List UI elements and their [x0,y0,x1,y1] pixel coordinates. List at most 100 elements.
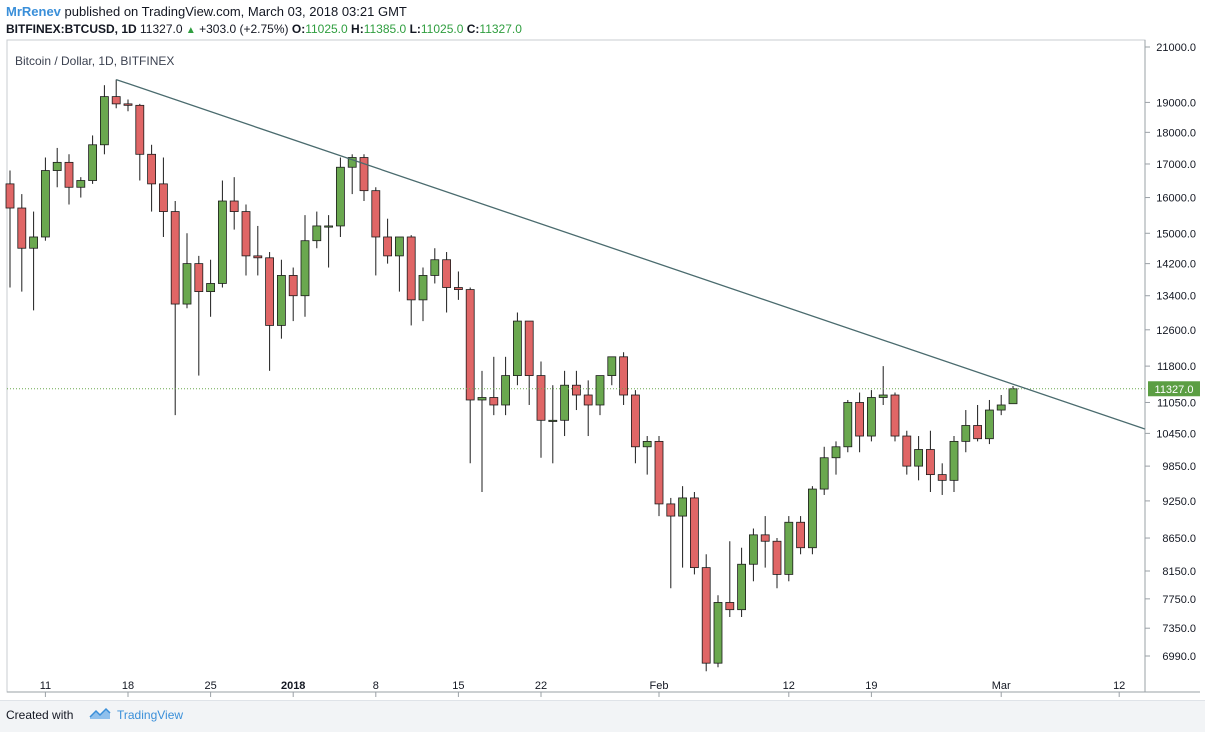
candle-body [513,320,522,376]
candle-body [76,180,86,188]
y-tick-label: 10450.0 [1156,428,1196,440]
x-tick-label: 11 [40,680,51,692]
candle [701,554,711,672]
time-axis[interactable]: 11 18 25 2018 8 15 22 Feb 12 19 Mar 12 [40,680,1126,697]
candle [536,361,546,458]
y-tick-label: 15000.0 [1156,228,1196,240]
candle [560,370,569,437]
footer: Created with TradingView [0,700,1205,732]
candle [194,255,204,376]
candle [890,392,900,442]
candle-body [855,402,864,437]
x-tick-label: 2018 [281,680,305,692]
candle [772,538,782,589]
trendline[interactable] [115,78,1146,430]
candle-body [772,540,782,575]
candle [288,267,298,322]
candle [359,154,369,202]
y-tick-label: 13400.0 [1156,291,1196,303]
candle [607,356,617,386]
candle-body [430,259,440,276]
candle-body [347,157,357,168]
candle-body [217,200,227,284]
high-label: H: [351,22,364,36]
y-tick-label: 12600.0 [1156,325,1196,337]
candle [843,399,853,453]
candle-body [371,190,381,238]
y-tick-label: 8650.0 [1162,533,1196,545]
candle-body [100,96,109,146]
candle [666,497,676,589]
candle-body [642,440,652,448]
candle [135,103,145,181]
triangle-up-icon: ▲ [185,25,196,36]
candle [241,204,251,276]
candle-body [453,287,463,290]
y-tick-label: 6990.0 [1162,651,1196,663]
candle [961,410,971,453]
candle [100,85,109,155]
candle-body [631,394,640,448]
candle [513,312,522,386]
x-tick-label: 25 [204,680,216,692]
candle-body [878,394,888,398]
candle [713,595,723,668]
candle [5,170,15,288]
candle [784,516,794,582]
candle-body [914,449,923,467]
low-value: 11025.0 [420,22,464,36]
candle [631,390,640,464]
candle-body [595,375,605,406]
author-link[interactable]: MrRenev [6,4,61,19]
candle-body [902,435,912,467]
candle [737,547,746,618]
candle [796,516,805,555]
candle-body [843,402,853,448]
candle [324,215,334,268]
candle [867,390,876,442]
candle [548,385,558,464]
candle [501,356,511,416]
tradingview-logo-icon[interactable] [88,706,112,722]
candle [760,516,770,568]
y-tick-label: 11050.0 [1157,397,1196,409]
candle-body [524,320,534,376]
y-tick-label: 9850.0 [1162,461,1196,473]
candle [371,187,381,276]
candle-body [1008,388,1018,405]
last-price-badge-text: 11327.0 [1155,384,1194,396]
x-tick-label: 8 [373,680,379,692]
candlestick-chart[interactable]: Bitcoin / Dollar, 1D, BITFINEX 21000.0 19… [0,0,1205,700]
candle-body [241,211,251,257]
candle-body [147,153,157,185]
y-tick-label: 7350.0 [1162,623,1196,635]
last-price: 11327.0 [140,22,183,36]
candle [914,436,923,481]
candle [206,259,216,317]
price-axis[interactable]: 21000.0 19000.0 18000.0 17000.0 16000.0 15000… [1145,42,1196,663]
x-tick-label: Feb [650,680,669,692]
candle-body [619,356,628,396]
x-tick-label: 18 [122,680,134,692]
candle [229,177,239,230]
candle [819,446,829,495]
candle [312,211,322,249]
candle [642,436,652,475]
candle-body [867,397,876,437]
candle-body [253,255,263,259]
candle-body [985,409,994,440]
candle-body [123,103,133,106]
candle [88,135,97,184]
candle-body [418,275,428,301]
candle [690,492,699,575]
candle-body [536,375,546,421]
candle-body [477,397,487,401]
tradingview-link[interactable]: TradingView [117,708,184,722]
low-label: L: [409,22,421,36]
candle-body [996,404,1006,411]
candle-body [749,534,758,565]
candle-body [383,236,393,257]
candle [572,370,581,411]
candle-body [111,96,121,105]
